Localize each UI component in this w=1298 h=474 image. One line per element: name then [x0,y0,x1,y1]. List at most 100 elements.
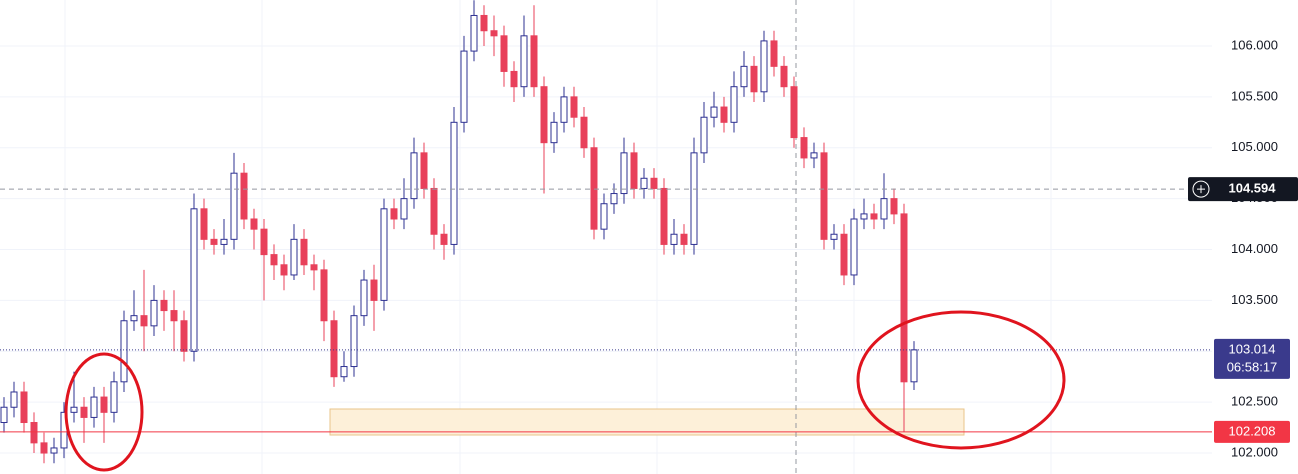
candle-body [570,96,578,118]
y-tick-label: 103.500 [1231,292,1278,307]
candle-body [10,391,18,408]
candle-body [490,30,498,37]
crosshair-plus-icon [1192,180,1210,198]
candle-body [280,264,288,276]
candle-body [380,208,388,301]
candle-body [350,315,358,368]
highlight-ellipse [64,352,144,472]
candle-body [150,299,158,327]
candle-body [710,106,718,118]
candle-body [210,238,218,245]
candle-body [540,86,548,144]
candle-body [190,208,198,352]
y-tick-label: 106.000 [1231,37,1278,52]
candle-body [400,198,408,220]
candle-body [230,172,238,240]
candle-body [830,233,838,240]
candle-body [620,152,628,195]
y-tick-label: 105.000 [1231,139,1278,154]
candle-body [610,193,618,205]
candle-body [170,310,178,322]
candle-body [480,14,488,32]
candle-body [300,238,308,266]
candle-body [700,116,708,154]
candle-body [390,208,398,220]
candle-body [790,86,798,139]
candle-body [640,177,648,189]
candle-body [320,269,328,322]
candle-body [500,35,508,72]
candle-body [340,366,348,378]
candle-body [140,315,148,327]
candle-body [250,218,258,230]
candle-body [660,187,668,245]
candle-body [580,116,588,149]
marks [0,0,1212,464]
candle-body [440,233,448,245]
candle-body [200,208,208,240]
candle-body [600,203,608,230]
candle-body [810,152,818,159]
y-tick-label: 105.500 [1231,88,1278,103]
candle-body [30,422,38,444]
candle-body [530,35,538,88]
candle-body [740,65,748,88]
candle-body [360,279,368,317]
candle-body [290,238,298,276]
grid [0,0,1212,474]
candle-body [330,320,338,378]
candle-body [900,213,908,383]
candle-body [650,177,658,189]
candle-body [890,198,898,215]
candle-body [110,381,118,413]
candle-body [720,106,728,123]
candle-body [550,121,558,144]
candle-body [410,152,418,200]
candle-body [820,152,828,240]
candle-body [160,299,168,312]
candle-body [630,152,638,189]
candle-body [50,447,58,454]
candle-body [760,40,768,93]
candle-body [860,213,868,220]
y-tick-label: 104.000 [1231,241,1278,256]
candle-body [310,264,318,271]
candle-body [680,233,688,245]
candle-body [690,152,698,245]
candle-body [20,391,28,424]
crosshair-price-label: 104.594 [1229,181,1277,196]
candle-body [70,406,78,413]
candle-body [510,70,518,88]
candle-body [850,218,858,276]
candle-body [460,50,468,123]
candle-body [100,396,108,413]
candle-body [770,40,778,67]
candle-body [880,198,888,220]
candle-body [870,213,878,220]
candle-body [260,228,268,256]
candle-body [800,137,808,159]
crosshair-box [1188,177,1298,202]
candle-body [220,238,228,245]
last-price-box [1214,338,1290,379]
y-tick-label: 106.500 [1231,0,1278,2]
candle-body [590,147,598,230]
candle-body [730,86,738,123]
y-tick-label: 102.000 [1231,444,1278,459]
candle-body [430,187,438,235]
countdown-label: 06:58:17 [1227,359,1278,374]
highlight-ellipse [856,310,1066,450]
last-price-label: 103.014 [1229,341,1276,356]
candle-body [910,349,918,383]
crosshair-plus-sign [1197,185,1205,194]
candle-body [130,315,138,322]
candle-body [120,320,128,383]
y-tick-label: 102.500 [1231,394,1278,409]
candle-body [470,14,478,52]
candle-body [180,320,188,352]
candle-body [560,96,568,123]
candle-body [780,65,788,88]
candle-body [270,254,278,266]
